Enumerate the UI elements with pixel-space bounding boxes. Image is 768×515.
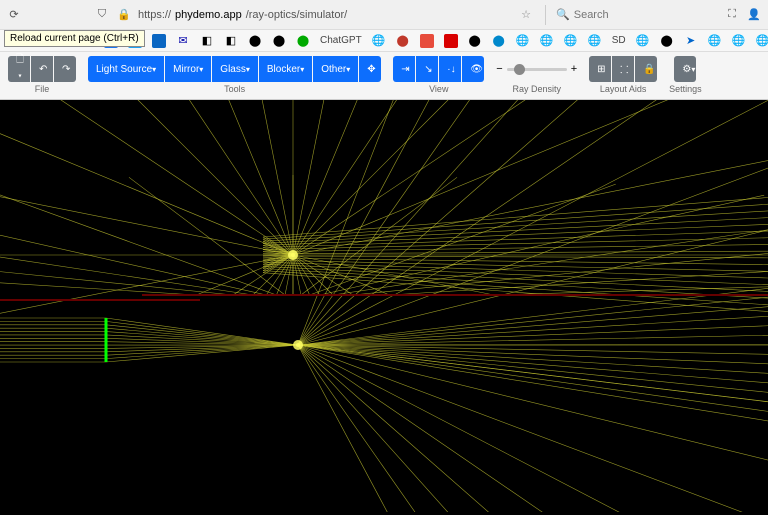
glass-button[interactable]: Glass <box>212 56 258 82</box>
density-slider[interactable] <box>507 68 567 71</box>
shield-icon[interactable]: ⛉ <box>94 7 110 23</box>
url-host: phydemo.app <box>175 9 242 21</box>
move-view-button[interactable]: ✥ <box>359 56 381 82</box>
blocker-button[interactable]: Blocker <box>259 56 312 82</box>
lock-button[interactable]: 🔒 <box>635 56 657 82</box>
search-box[interactable]: 🔍 <box>545 5 718 25</box>
layout-group: ⊞ ⸬ 🔒 Layout Aids <box>589 56 657 94</box>
bookmark-icon[interactable]: 🌐 <box>636 34 650 48</box>
bookmark-icon[interactable]: ◧ <box>224 34 238 48</box>
bookmark-icon[interactable] <box>152 34 166 48</box>
new-file-button[interactable]: 🗋▾ <box>8 56 30 82</box>
search-input[interactable] <box>574 9 718 21</box>
view-group: ⇥ ↘ ·↓ 👁 View <box>393 56 484 94</box>
view-rays-button[interactable]: ⇥ <box>393 56 415 82</box>
bookmark-icon[interactable]: ⬤ <box>468 34 482 48</box>
bookmark-icon[interactable]: 🌐 <box>708 34 722 48</box>
profile-icon[interactable]: 👤 <box>746 7 762 23</box>
lock-icon: 🔒 <box>116 7 132 23</box>
view-images-button[interactable]: ·↓ <box>439 56 461 82</box>
app-toolbar: 🗋▾ ↶ ↷ File Light Source Mirror Glass Bl… <box>0 52 768 100</box>
light-source-button[interactable]: Light Source <box>88 56 164 82</box>
view-observer-button[interactable]: 👁 <box>462 56 484 82</box>
view-label: View <box>429 84 448 94</box>
other-button[interactable]: Other <box>313 56 358 82</box>
file-group: 🗋▾ ↶ ↷ File <box>8 56 76 94</box>
settings-button[interactable]: ⚙ <box>674 56 696 82</box>
bookmark-icon[interactable]: ⬤ <box>248 34 262 48</box>
bookmark-icon[interactable]: 🌐 <box>516 34 530 48</box>
bookmark-icon[interactable]: 🌐 <box>540 34 554 48</box>
bookmark-icon[interactable]: ◧ <box>200 34 214 48</box>
search-icon: 🔍 <box>556 8 570 21</box>
file-label: File <box>35 84 50 94</box>
settings-group: ⚙ Settings <box>669 56 702 94</box>
url-path: /ray-optics/simulator/ <box>246 9 347 21</box>
bookmark-icon[interactable]: ➤ <box>684 34 698 48</box>
tools-label: Tools <box>224 84 245 94</box>
bookmark-icon[interactable]: 🌐 <box>756 34 768 48</box>
bookmark-icon[interactable]: ⬤ <box>492 34 506 48</box>
bookmark-icon[interactable]: ⬤ <box>296 34 310 48</box>
layout-label: Layout Aids <box>600 84 647 94</box>
grid-button[interactable]: ⊞ <box>589 56 611 82</box>
reload-tooltip: Reload current page (Ctrl+R) <box>4 30 145 47</box>
mirror-button[interactable]: Mirror <box>165 56 211 82</box>
bookmark-icon[interactable]: 🌐 <box>372 34 386 48</box>
bookmark-icon[interactable]: ⬤ <box>272 34 286 48</box>
bookmark-star-icon[interactable]: ☆ <box>521 8 531 21</box>
url-bar[interactable]: https:// phydemo.app/ray-optics/simulator… <box>138 9 347 21</box>
bookmark-icon[interactable]: ⬤ <box>396 34 410 48</box>
browser-chrome: ⟳ ⛉ 🔒 https:// phydemo.app/ray-optics/sim… <box>0 0 768 30</box>
bookmark-sd[interactable]: SD <box>612 35 626 46</box>
reload-icon[interactable]: ⟳ <box>6 7 22 23</box>
bookmark-icon[interactable]: 🌐 <box>732 34 746 48</box>
bookmark-icon[interactable]: ⬤ <box>660 34 674 48</box>
bookmark-icon[interactable]: 🌐 <box>564 34 578 48</box>
bookmark-icon[interactable] <box>420 34 434 48</box>
density-plus[interactable]: + <box>571 63 577 75</box>
snap-button[interactable]: ⸬ <box>612 56 634 82</box>
view-extended-button[interactable]: ↘ <box>416 56 438 82</box>
bookmark-icon[interactable] <box>444 34 458 48</box>
bookmark-icon[interactable]: 🌐 <box>588 34 602 48</box>
bookmark-chatgpt[interactable]: ChatGPT <box>320 35 362 46</box>
bookmark-icon[interactable]: ✉ <box>176 34 190 48</box>
tools-group: Light Source Mirror Glass Blocker Other … <box>88 56 381 94</box>
redo-button[interactable]: ↷ <box>54 56 76 82</box>
settings-label: Settings <box>669 84 702 94</box>
undo-button[interactable]: ↶ <box>31 56 53 82</box>
simulation-canvas[interactable] <box>0 100 768 512</box>
ray-density-label: Ray Density <box>512 84 561 94</box>
density-minus[interactable]: − <box>496 63 502 75</box>
url-prefix: https:// <box>138 9 171 21</box>
ray-density-group: − + Ray Density <box>496 56 577 94</box>
pocket-icon[interactable]: ⛶ <box>724 7 740 23</box>
